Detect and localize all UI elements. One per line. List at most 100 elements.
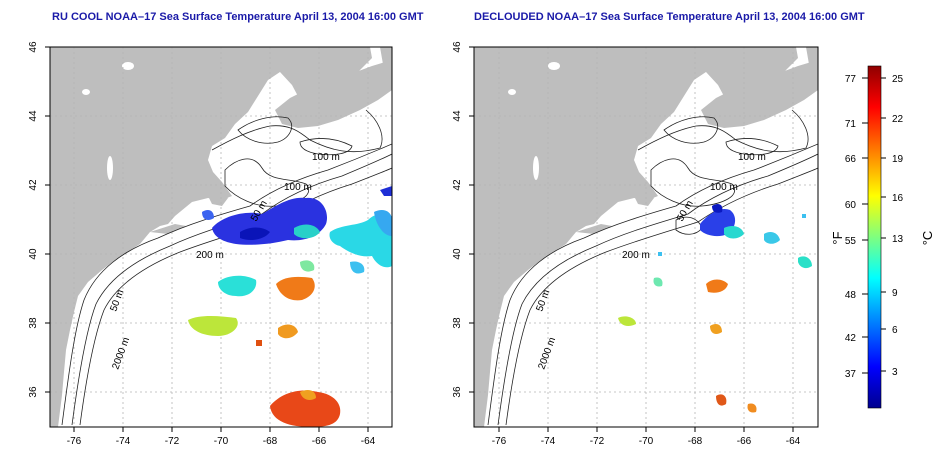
lake [82, 89, 90, 95]
y-tick-label: 38 [452, 317, 463, 329]
sst-patch [294, 224, 320, 239]
x-tick-label: -64 [361, 436, 376, 447]
grid-lines [474, 47, 818, 427]
fahrenheit-tick-label: 77 [845, 74, 857, 85]
contour-label: 50 m [108, 288, 126, 313]
sst-patch [380, 186, 392, 196]
sst-patch [706, 279, 728, 293]
sst-patch [350, 261, 365, 274]
celsius-tick-label: 13 [892, 234, 904, 245]
long-island [576, 224, 612, 234]
land-mass [50, 47, 372, 427]
x-tick-label: -70 [639, 436, 654, 447]
contour-label: 100 m [284, 182, 312, 193]
x-tick-label: -72 [165, 436, 180, 447]
fahrenheit-tick-label: 71 [845, 119, 857, 130]
sst-patch [218, 275, 257, 297]
sst-patch [278, 324, 298, 339]
cape-cod [634, 190, 654, 206]
contour-label: 100 m [312, 152, 340, 163]
sst-patch [653, 277, 663, 287]
sst-patch [329, 214, 392, 268]
celsius-unit-label: °C [920, 231, 935, 246]
y-tick-label: 46 [452, 41, 463, 53]
sst-patch [270, 390, 341, 427]
fahrenheit-tick-label: 42 [845, 333, 857, 344]
y-tick-label: 46 [28, 41, 39, 53]
celsius-tick-label: 6 [892, 325, 898, 336]
x-tick-label: -70 [214, 436, 229, 447]
x-tick-label: -66 [312, 436, 327, 447]
left-panel-title: RU COOL NOAA–17 Sea Surface Temperature … [52, 11, 424, 23]
sst-patch [202, 210, 214, 220]
celsius-tick-label: 25 [892, 74, 904, 85]
temperature-colorbar: 77 71 66 60 55 48 42 37 25 22 19 16 13 9 6 3 °F °C [830, 65, 935, 409]
x-tick-label: -74 [541, 436, 556, 447]
y-tick-label: 38 [28, 317, 39, 329]
contour-label: 200 m [622, 250, 650, 261]
x-tick-label: -64 [786, 436, 801, 447]
y-tick-label: 44 [452, 110, 463, 122]
y-tick-label: 44 [28, 110, 39, 122]
contour-label: 50 m [534, 288, 552, 313]
sst-patch [710, 324, 722, 334]
sst-patch [276, 276, 315, 301]
sst-patch [764, 232, 780, 244]
fahrenheit-tick-label: 60 [845, 200, 857, 211]
celsius-tick-label: 9 [892, 288, 898, 299]
sst-patch [256, 340, 262, 346]
fahrenheit-tick-label: 55 [845, 236, 857, 247]
newfoundland-edge [806, 47, 818, 80]
fahrenheit-tick-label: 48 [845, 290, 857, 301]
celsius-tick-label: 3 [892, 367, 898, 378]
colorbar-ticks: 77 71 66 60 55 48 42 37 25 22 19 16 13 9 6 3 [845, 74, 904, 380]
cape-cod [208, 190, 228, 206]
sst-patch [712, 204, 723, 213]
right-map-panel: 100 m 100 m 50 m 200 m 50 m 2000 m -76 -7… [452, 41, 819, 447]
celsius-tick-label: 22 [892, 114, 904, 125]
y-tick-label: 42 [452, 179, 463, 191]
sst-data-patches [618, 204, 812, 413]
lake [548, 62, 560, 70]
contour-label: 2000 m [110, 336, 132, 371]
right-panel-title: DECLOUDED NOAA–17 Sea Surface Temperatur… [474, 11, 865, 23]
celsius-tick-label: 19 [892, 154, 904, 165]
celsius-tick-label: 16 [892, 193, 904, 204]
y-tick-label: 36 [28, 386, 39, 398]
lake [107, 156, 113, 180]
left-map-panel: 100 m 100 m 50 m 200 m 50 m 2000 m -76 -7… [28, 41, 393, 447]
fahrenheit-unit-label: °F [830, 231, 845, 244]
x-tick-label: -66 [737, 436, 752, 447]
y-tick-label: 40 [452, 248, 463, 260]
sst-patch [240, 227, 270, 240]
newfoundland-edge [380, 47, 392, 80]
x-tick-label: -74 [116, 436, 131, 447]
x-tick-label: -76 [492, 436, 507, 447]
contour-label: 100 m [738, 152, 766, 163]
sst-patch [658, 252, 662, 256]
y-tick-label: 40 [28, 248, 39, 260]
sst-patch [374, 210, 392, 236]
lake [508, 89, 516, 95]
lake [533, 156, 539, 180]
x-tick-label: -76 [67, 436, 82, 447]
x-tick-label: -68 [688, 436, 703, 447]
bathymetry-contours [61, 109, 392, 426]
lake [122, 62, 134, 70]
fahrenheit-tick-label: 37 [845, 369, 857, 380]
sst-patch [188, 316, 238, 336]
nova-scotia [275, 60, 392, 128]
left-axis-ticks: -76 -74 -72 -70 -68 -66 -64 46 44 42 40 38 36 [28, 41, 376, 447]
sst-patch [802, 214, 806, 218]
sst-patch [300, 390, 316, 400]
sst-patch [798, 256, 812, 269]
right-axis-ticks: -76 -74 -72 -70 -68 -66 -64 46 44 42 40 38 36 [452, 41, 801, 447]
y-tick-label: 42 [28, 179, 39, 191]
x-tick-label: -68 [263, 436, 278, 447]
x-tick-label: -72 [590, 436, 605, 447]
sst-data-patches [188, 186, 392, 427]
sst-patch [724, 226, 744, 239]
contour-label: 200 m [196, 250, 224, 261]
contour-label: 100 m [710, 182, 738, 193]
